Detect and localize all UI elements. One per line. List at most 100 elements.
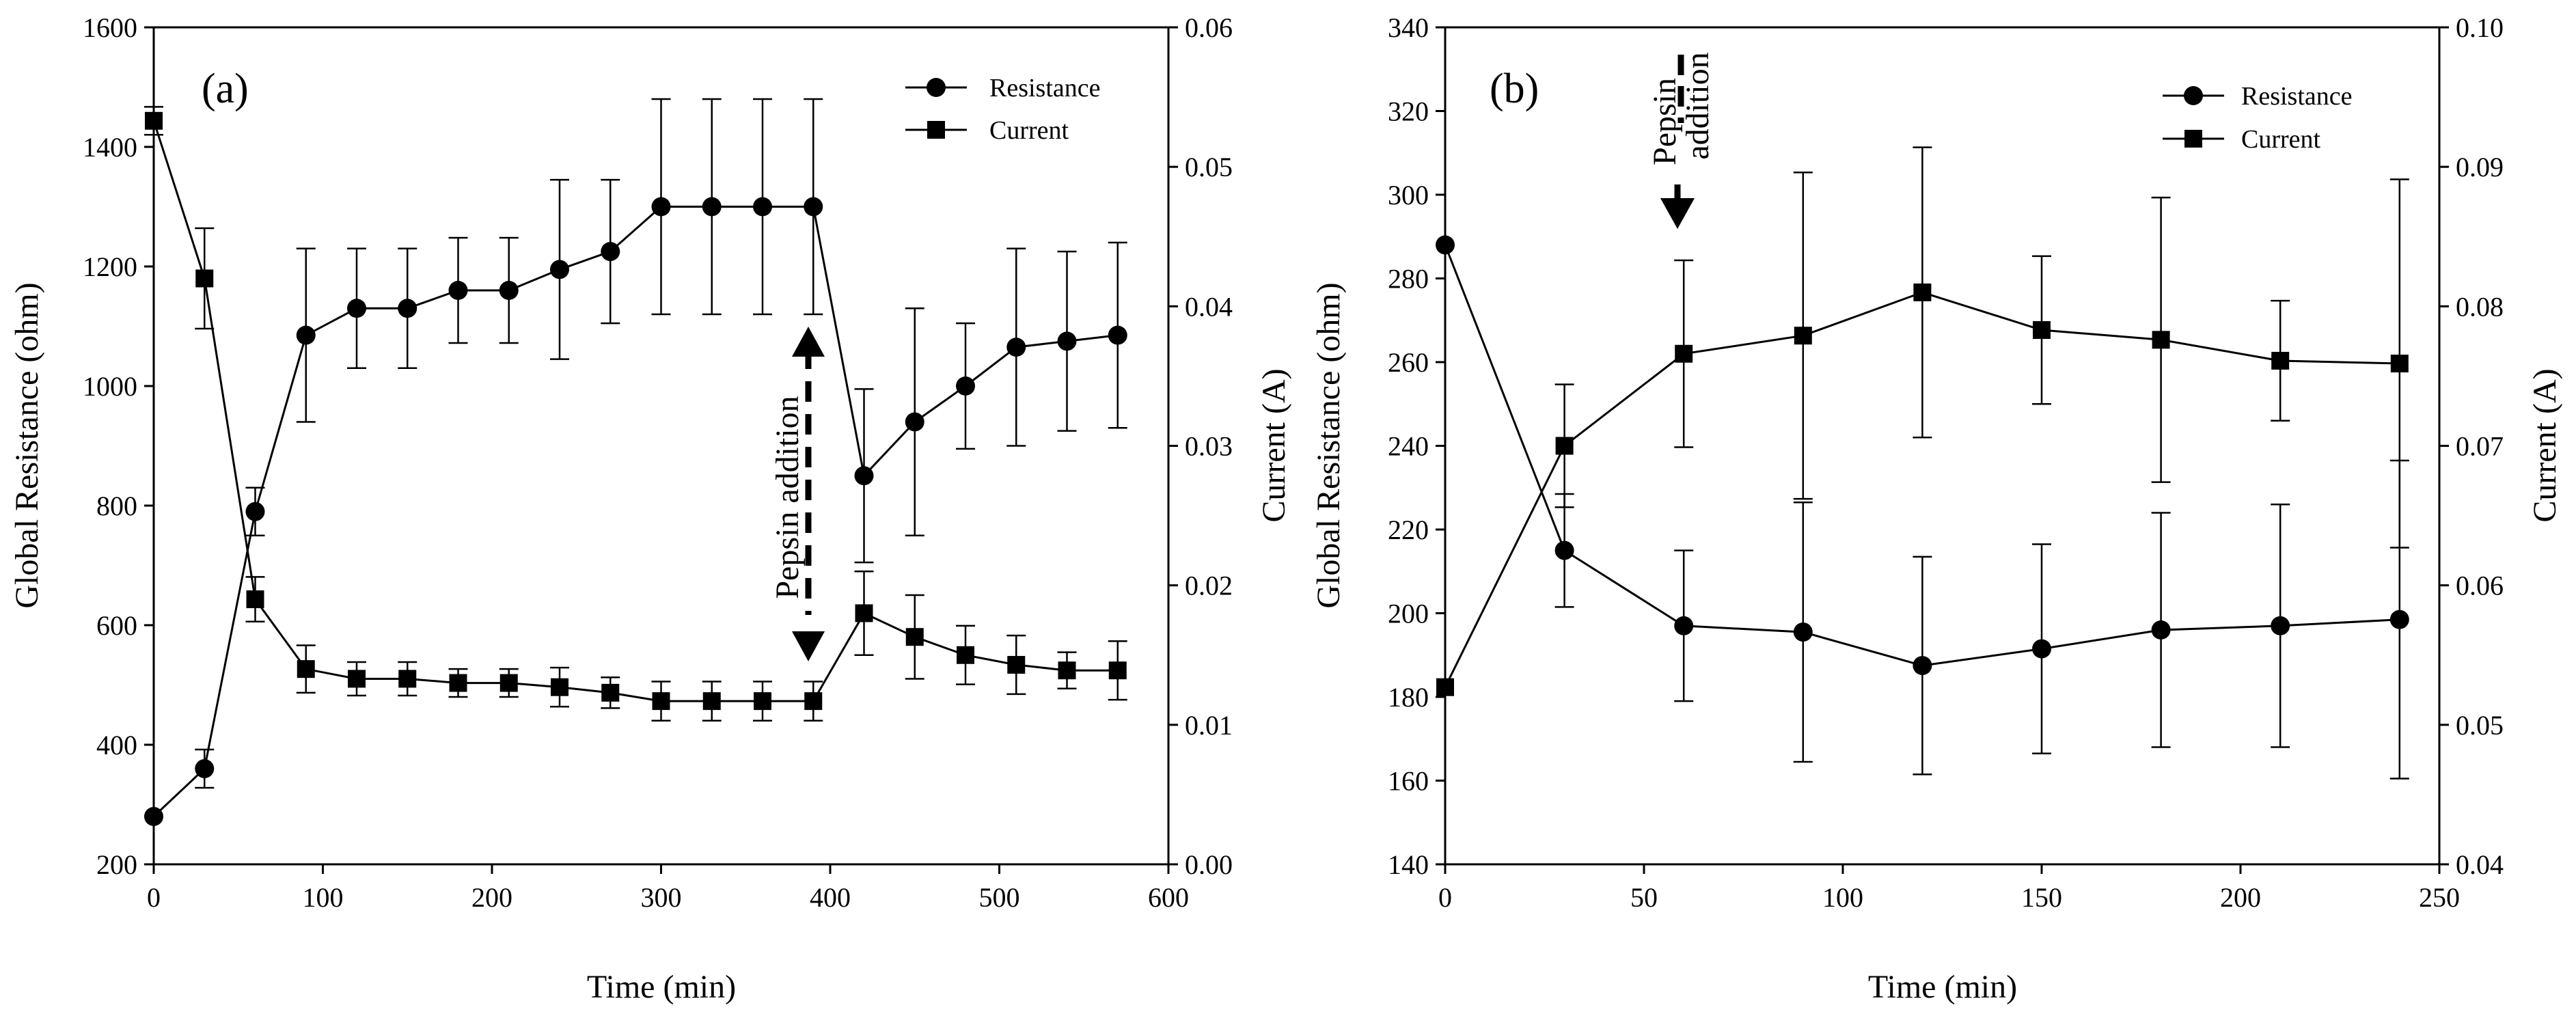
- panel-a-y-axis-title: Global Resistance (ohm): [9, 282, 45, 608]
- panel-a-current-point: [754, 692, 771, 711]
- panel-b-resistance-point: [2032, 639, 2051, 659]
- panel-b-x-tick-label: 150: [2021, 882, 2062, 913]
- panel-b-resistance-point: [1436, 235, 1455, 255]
- panel-a-y-tick-label: 1000: [83, 371, 137, 402]
- panel-b-y-tick-label: 160: [1388, 766, 1429, 797]
- panel-a-y2-tick-label: 0.03: [1185, 431, 1233, 462]
- panel-a-legend-resistance-marker: [927, 78, 946, 97]
- panel-a-y-tick-label: 800: [96, 491, 137, 521]
- panel-b-y2-tick-label: 0.09: [2456, 152, 2504, 182]
- panel-b-y2-axis-title: Current (A): [2527, 368, 2563, 522]
- panel-b-y-tick-label: 280: [1388, 264, 1429, 294]
- panel-b-resistance-point: [2151, 620, 2171, 640]
- panel-a-resistance-point: [550, 260, 569, 279]
- panel-a-legend-current-label: Current: [989, 116, 1069, 145]
- panel-a-resistance-point: [1108, 325, 1127, 345]
- panel-a-x-tick-label: 200: [471, 882, 512, 913]
- panel-b-legend: Resistance Current: [2163, 82, 2353, 154]
- panel-a-current-point: [905, 628, 924, 646]
- panel-a-legend-resistance-label: Resistance: [989, 74, 1101, 102]
- panel-b-y-tick-label: 300: [1388, 180, 1429, 210]
- panel-b-resistance-point: [1554, 540, 1574, 560]
- panel-b-y-tick-label: 200: [1388, 599, 1429, 629]
- panel-a-pepsin-arrow-head-up: [792, 327, 825, 357]
- panel-a-resistance-point: [1006, 338, 1026, 357]
- panel-b-legend-resistance-label: Resistance: [2241, 82, 2353, 111]
- panel-a-x-axis-title: Time (min): [587, 969, 736, 1005]
- panel-b-current-point: [2271, 351, 2290, 370]
- panel-a-current-point: [957, 646, 974, 664]
- panel-a: 0 100 200 300 400 500 600 200 400 600 800 1000 1200…: [9, 12, 1292, 1005]
- panel-a-pepsin-label: Pepsin addition: [769, 396, 806, 599]
- panel-a-y2-tick-label: 0.05: [1185, 152, 1233, 182]
- panel-b-legend-resistance-marker: [2184, 86, 2203, 105]
- panel-b-pepsin-label-line-2: addition: [1680, 52, 1716, 159]
- panel-a-x-tick-label: 300: [641, 882, 682, 913]
- panel-b-label: (b): [1490, 66, 1539, 112]
- panel-a-current-point: [145, 111, 163, 130]
- panel-a-resistance-point: [753, 197, 772, 217]
- panel-b: 0 50 100 150 200 250 140 160 180 200 220 240 260 280…: [1311, 12, 2563, 1005]
- panel-a-resistance-point: [398, 299, 417, 318]
- panel-a-x-tick-label: 0: [147, 882, 161, 913]
- panel-b-x-tick-label: 200: [2220, 882, 2261, 913]
- panel-a-current-point: [601, 683, 620, 702]
- panel-a-current-point: [702, 692, 721, 711]
- panel-b-y-tick-label: 340: [1388, 12, 1429, 43]
- panel-a-current-point: [195, 269, 214, 288]
- panel-a-resistance-point: [804, 197, 823, 217]
- panel-b-resistance-point: [1674, 616, 1694, 635]
- panel-a-resistance-point: [448, 281, 468, 300]
- panel-b-x-axis-title: Time (min): [1868, 969, 2017, 1005]
- panel-a-current-point: [804, 692, 823, 711]
- panel-a-current-point: [1058, 661, 1076, 680]
- panel-a-resistance-point: [651, 197, 671, 217]
- panel-b-legend-current-marker: [2184, 130, 2202, 148]
- panel-a-current-point: [551, 678, 568, 696]
- panel-a-x-tick-label: 400: [810, 882, 851, 913]
- panel-a-resistance-point: [296, 325, 316, 345]
- panel-b-current-point: [1436, 678, 1454, 696]
- panel-b-current-point: [1794, 327, 1812, 345]
- panel-a-y2-axis-title: Current (A): [1256, 368, 1292, 522]
- panel-a-resistance-point: [854, 466, 874, 486]
- panel-b-resistance-point: [1913, 656, 1932, 676]
- panel-a-current-point: [855, 604, 873, 622]
- panel-a-current-point: [246, 590, 264, 609]
- panel-a-legend-current-marker: [927, 121, 945, 139]
- panel-a-y-tick-label: 200: [96, 849, 137, 880]
- panel-a-y-tick-label: 600: [96, 610, 137, 641]
- panel-a-x-tick-label: 500: [979, 882, 1020, 913]
- panel-a-y-tick-label: 1600: [83, 12, 137, 43]
- panel-a-resistance-point: [347, 299, 366, 318]
- panel-b-pepsin-arrow-head: [1660, 198, 1695, 229]
- panel-b-y2-tick-label: 0.07: [2456, 431, 2504, 462]
- panel-b-resistance-point: [2271, 616, 2290, 635]
- panel-a-pepsin-arrow-head-down: [792, 631, 825, 661]
- panel-a-y2-tick-label: 0.06: [1185, 12, 1233, 43]
- panel-b-y2-tick-label: 0.08: [2456, 291, 2504, 322]
- panel-b-legend-current-label: Current: [2241, 125, 2321, 154]
- panel-a-x-tick-label: 600: [1148, 882, 1189, 913]
- panel-a-current-point: [499, 674, 518, 692]
- panel-a-y-tick-label: 1200: [83, 251, 137, 282]
- panel-b-current-point: [1675, 344, 1693, 363]
- panel-b-y-tick-label: 240: [1388, 431, 1429, 462]
- panel-a-legend: Resistance Current: [905, 74, 1101, 145]
- panel-a-y2-tick-label: 0.04: [1185, 291, 1233, 322]
- panel-b-x-tick-label: 100: [1822, 882, 1863, 913]
- panel-b-y2-tick-label: 0.06: [2456, 571, 2504, 601]
- panel-a-resistance-point: [905, 412, 924, 432]
- panel-a-current-point: [348, 670, 366, 688]
- panel-a-y-tick-label: 1400: [83, 132, 137, 163]
- panel-a-resistance-point: [702, 197, 722, 217]
- panel-a-label: (a): [202, 66, 249, 112]
- panel-b-current-point: [2033, 321, 2051, 340]
- panel-a-resistance-line: [152, 206, 1118, 818]
- panel-a-x-tick-label: 100: [303, 882, 344, 913]
- panel-a-current-point: [398, 670, 417, 688]
- panel-b-current-point: [2390, 355, 2409, 373]
- panel-a-current-point: [652, 692, 670, 711]
- panel-a-resistance-point: [1057, 331, 1077, 351]
